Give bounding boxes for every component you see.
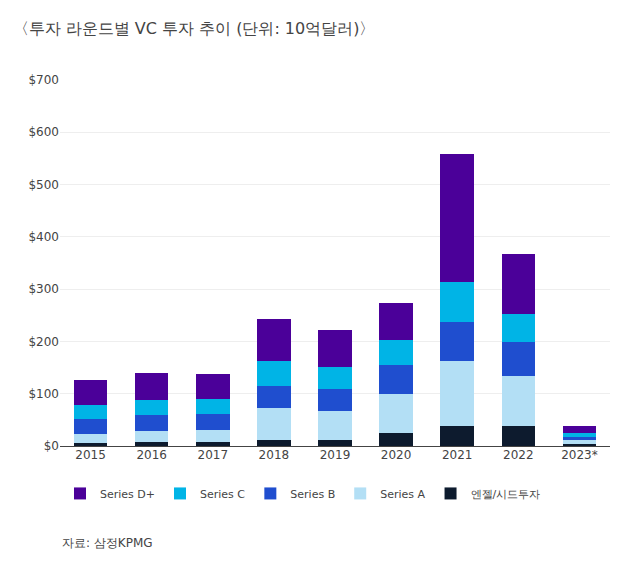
svg-text:2015: 2015 [75,448,106,462]
svg-text:엔젤/시드투자: 엔젤/시드투자 [471,488,541,501]
svg-text:2016: 2016 [136,448,167,462]
svg-text:$0: $0 [44,439,59,453]
svg-text:$600: $600 [28,125,59,139]
svg-text:$300: $300 [28,282,59,296]
svg-text:2019: 2019 [320,448,351,462]
svg-text:$500: $500 [28,178,59,192]
svg-text:Series C: Series C [200,488,245,501]
svg-text:$200: $200 [28,335,59,349]
svg-text:$700: $700 [28,73,59,87]
svg-text:Series D+: Series D+ [100,488,155,501]
svg-text:$400: $400 [28,230,59,244]
svg-text:Series A: Series A [380,488,425,501]
svg-text:〈투자 라운드별 VC 투자 추이 (단위: 10억달러)〉: 〈투자 라운드별 VC 투자 추이 (단위: 10억달러)〉 [13,19,376,38]
svg-text:2022: 2022 [503,448,534,462]
svg-text:2020: 2020 [381,448,412,462]
svg-text:$100: $100 [28,387,59,401]
svg-text:자료: 삼정KPMG: 자료: 삼정KPMG [62,536,153,550]
svg-text:2023*: 2023* [561,448,598,462]
svg-text:2017: 2017 [198,448,229,462]
svg-text:2021: 2021 [442,448,473,462]
svg-text:2018: 2018 [259,448,290,462]
svg-text:Series B: Series B [290,488,335,501]
